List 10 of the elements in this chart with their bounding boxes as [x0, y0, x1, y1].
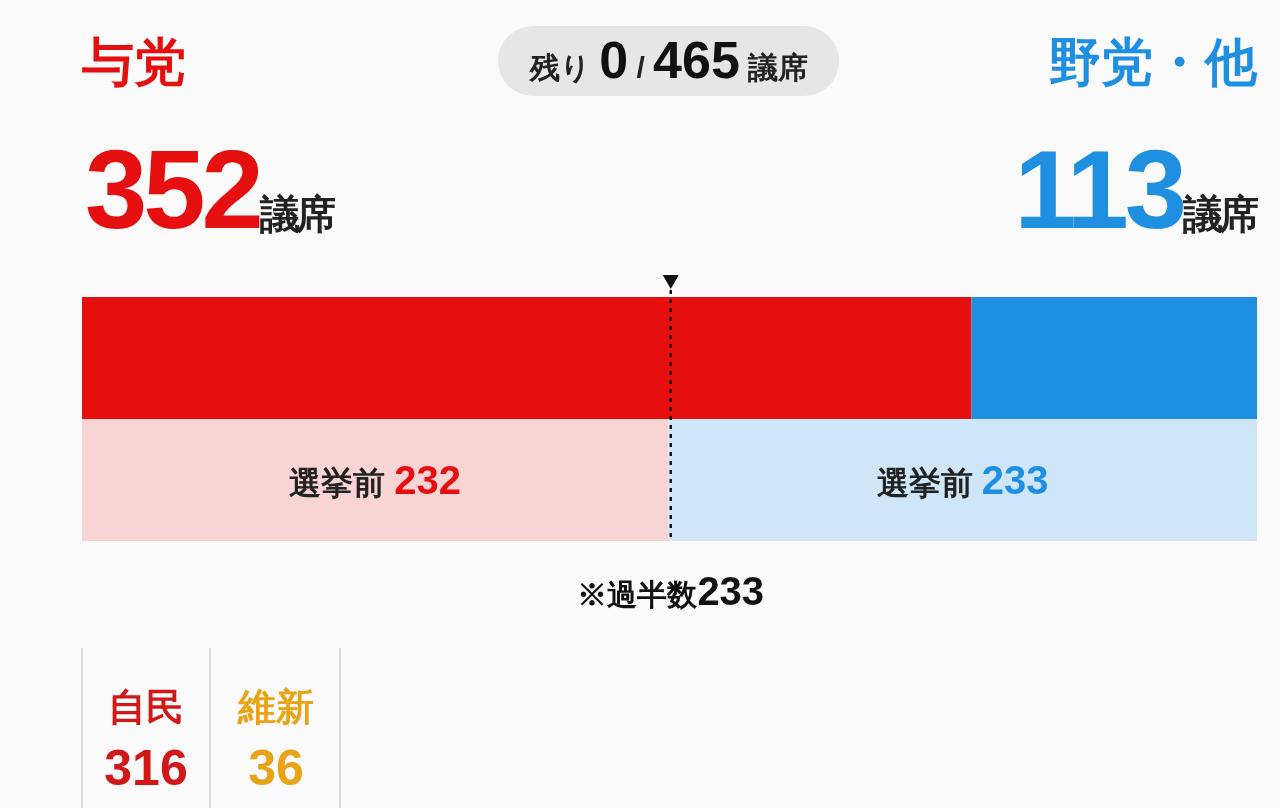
data-label: 選挙前 233	[876, 458, 1049, 502]
ref-line-label: ※過半数233	[577, 569, 765, 613]
text: 維新 36	[237, 686, 314, 796]
data-label: 選挙前 232	[289, 458, 461, 502]
text: 野党・他	[1049, 33, 1258, 91]
text: 352議席	[85, 127, 336, 252]
text: 自民 316	[104, 686, 188, 796]
text: 与党	[82, 33, 186, 91]
text: 113議席	[1014, 127, 1259, 252]
text: 残り 0 / 465 議席	[527, 31, 809, 89]
